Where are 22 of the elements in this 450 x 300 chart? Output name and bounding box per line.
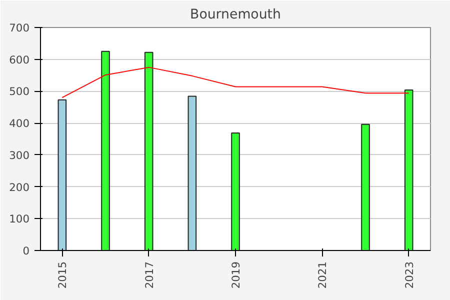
- y-tick-label: 100: [9, 212, 30, 226]
- y-tick-label: 300: [9, 148, 30, 162]
- y-tick-label: 200: [9, 180, 30, 194]
- y-tick-label: 500: [9, 85, 30, 98]
- x-tick-label: 2019: [230, 261, 242, 289]
- bar: [58, 99, 67, 250]
- bar: [361, 124, 370, 250]
- x-tick-label: 2023: [402, 261, 416, 289]
- bar: [188, 96, 197, 250]
- y-tick-label: 400: [9, 117, 30, 130]
- bar: [101, 50, 110, 250]
- line-series: [62, 66, 410, 98]
- x-tick-label: 2021: [316, 261, 330, 289]
- chart-title: Bournemouth: [190, 8, 281, 22]
- bar: [231, 132, 240, 250]
- bar: [144, 52, 154, 250]
- y-tick-label: 600: [9, 53, 30, 66]
- x-tick-label: 2017: [142, 261, 156, 289]
- x-tick-label: 2015: [56, 261, 70, 289]
- bar: [404, 89, 414, 250]
- y-tick-label: 0: [22, 244, 30, 258]
- y-tick-label: 700: [9, 22, 30, 34]
